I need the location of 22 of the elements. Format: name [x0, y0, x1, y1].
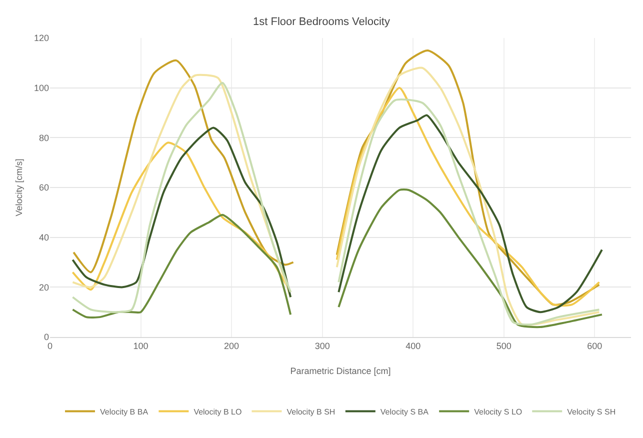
y-tick-label: 20 — [38, 282, 49, 292]
x-tick-label: 600 — [587, 340, 602, 351]
x-axis-title: Parametric Distance [cm] — [290, 366, 391, 376]
y-tick-label: 80 — [38, 132, 49, 143]
legend-label: Velocity S BA — [380, 407, 430, 416]
x-tick-label: 100 — [133, 340, 148, 351]
y-axis-title: Velocity [cm/s] — [14, 158, 24, 216]
legend-label: Velocity B LO — [194, 407, 242, 416]
legend-label: Velocity S LO — [474, 407, 522, 416]
x-tick-label: 400 — [406, 340, 421, 351]
x-tick-label: 200 — [224, 340, 240, 351]
x-tick-label: 300 — [314, 340, 330, 351]
legend-label: Velocity B SH — [286, 407, 336, 416]
legend-label: Velocity S SH — [567, 407, 616, 416]
chart-title: 1st Floor Bedrooms Velocity — [253, 16, 390, 28]
legend-label: Velocity B BA — [100, 407, 149, 416]
y-tick-label: 0 — [44, 332, 49, 342]
x-tick-label: 500 — [496, 340, 512, 351]
y-tick-label: 100 — [34, 82, 49, 93]
y-tick-label: 40 — [38, 232, 49, 242]
y-tick-label: 120 — [34, 33, 49, 44]
y-tick-label: 60 — [38, 182, 49, 193]
